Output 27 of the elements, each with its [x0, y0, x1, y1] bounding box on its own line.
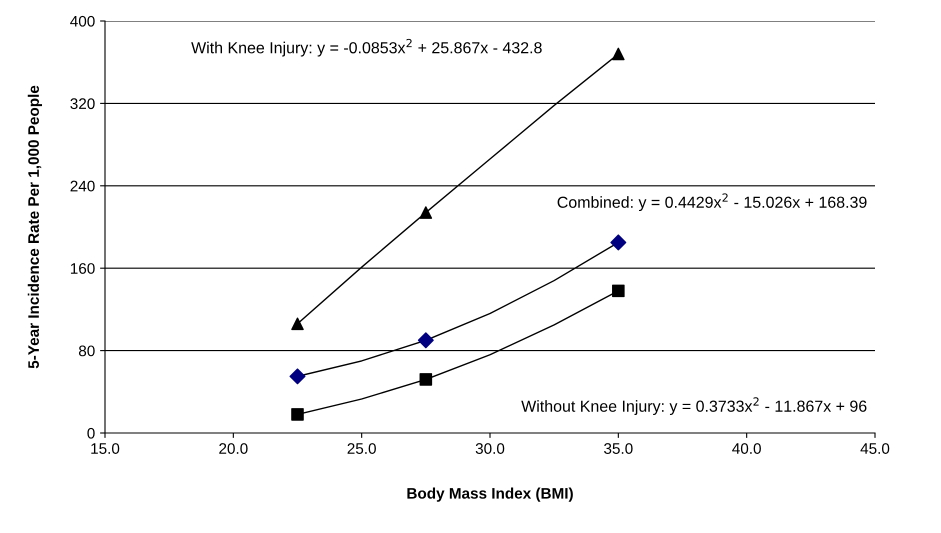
point: [290, 368, 306, 384]
x-tick-label: 35.0: [604, 443, 633, 454]
point: [612, 48, 625, 60]
x-tick-label: 45.0: [860, 443, 890, 454]
x-tick-label: 40.0: [732, 443, 761, 454]
y-tick-label: 160: [70, 263, 95, 274]
point: [420, 206, 432, 219]
annotation: With Knee Injury: y = -0.0853x$^{2}$ + 25.867x - 432.8: [191, 38, 542, 57]
point: [291, 408, 304, 421]
y-tick-label: 80: [78, 345, 95, 356]
x-tick-label: 20.0: [219, 443, 248, 454]
annotation: Combined: y = 0.4429x$^{2}$ - 15.026x + 168.39: [558, 193, 867, 212]
point: [418, 332, 434, 348]
point: [420, 373, 432, 386]
x-tick-label: 25.0: [348, 443, 376, 454]
y-tick-label: 240: [70, 180, 95, 192]
point: [612, 284, 625, 298]
point: [291, 318, 304, 330]
y-tick-label: 400: [70, 16, 95, 27]
annotation: Without Knee Injury: y = 0.3733x$^{2}$ - 11.867x + 96: [521, 397, 866, 415]
y-tick-label: 0: [87, 428, 95, 439]
point: [610, 234, 626, 250]
x-tick-label: 15.0: [91, 443, 120, 454]
y-axis-title: 5-Year Incidence Rate Per 1,000 People: [28, 86, 42, 368]
x-axis-title: Body Mass Index (BMI): [407, 488, 573, 502]
x-tick-label: 30.0: [476, 443, 504, 454]
y-tick-label: 320: [70, 98, 95, 110]
